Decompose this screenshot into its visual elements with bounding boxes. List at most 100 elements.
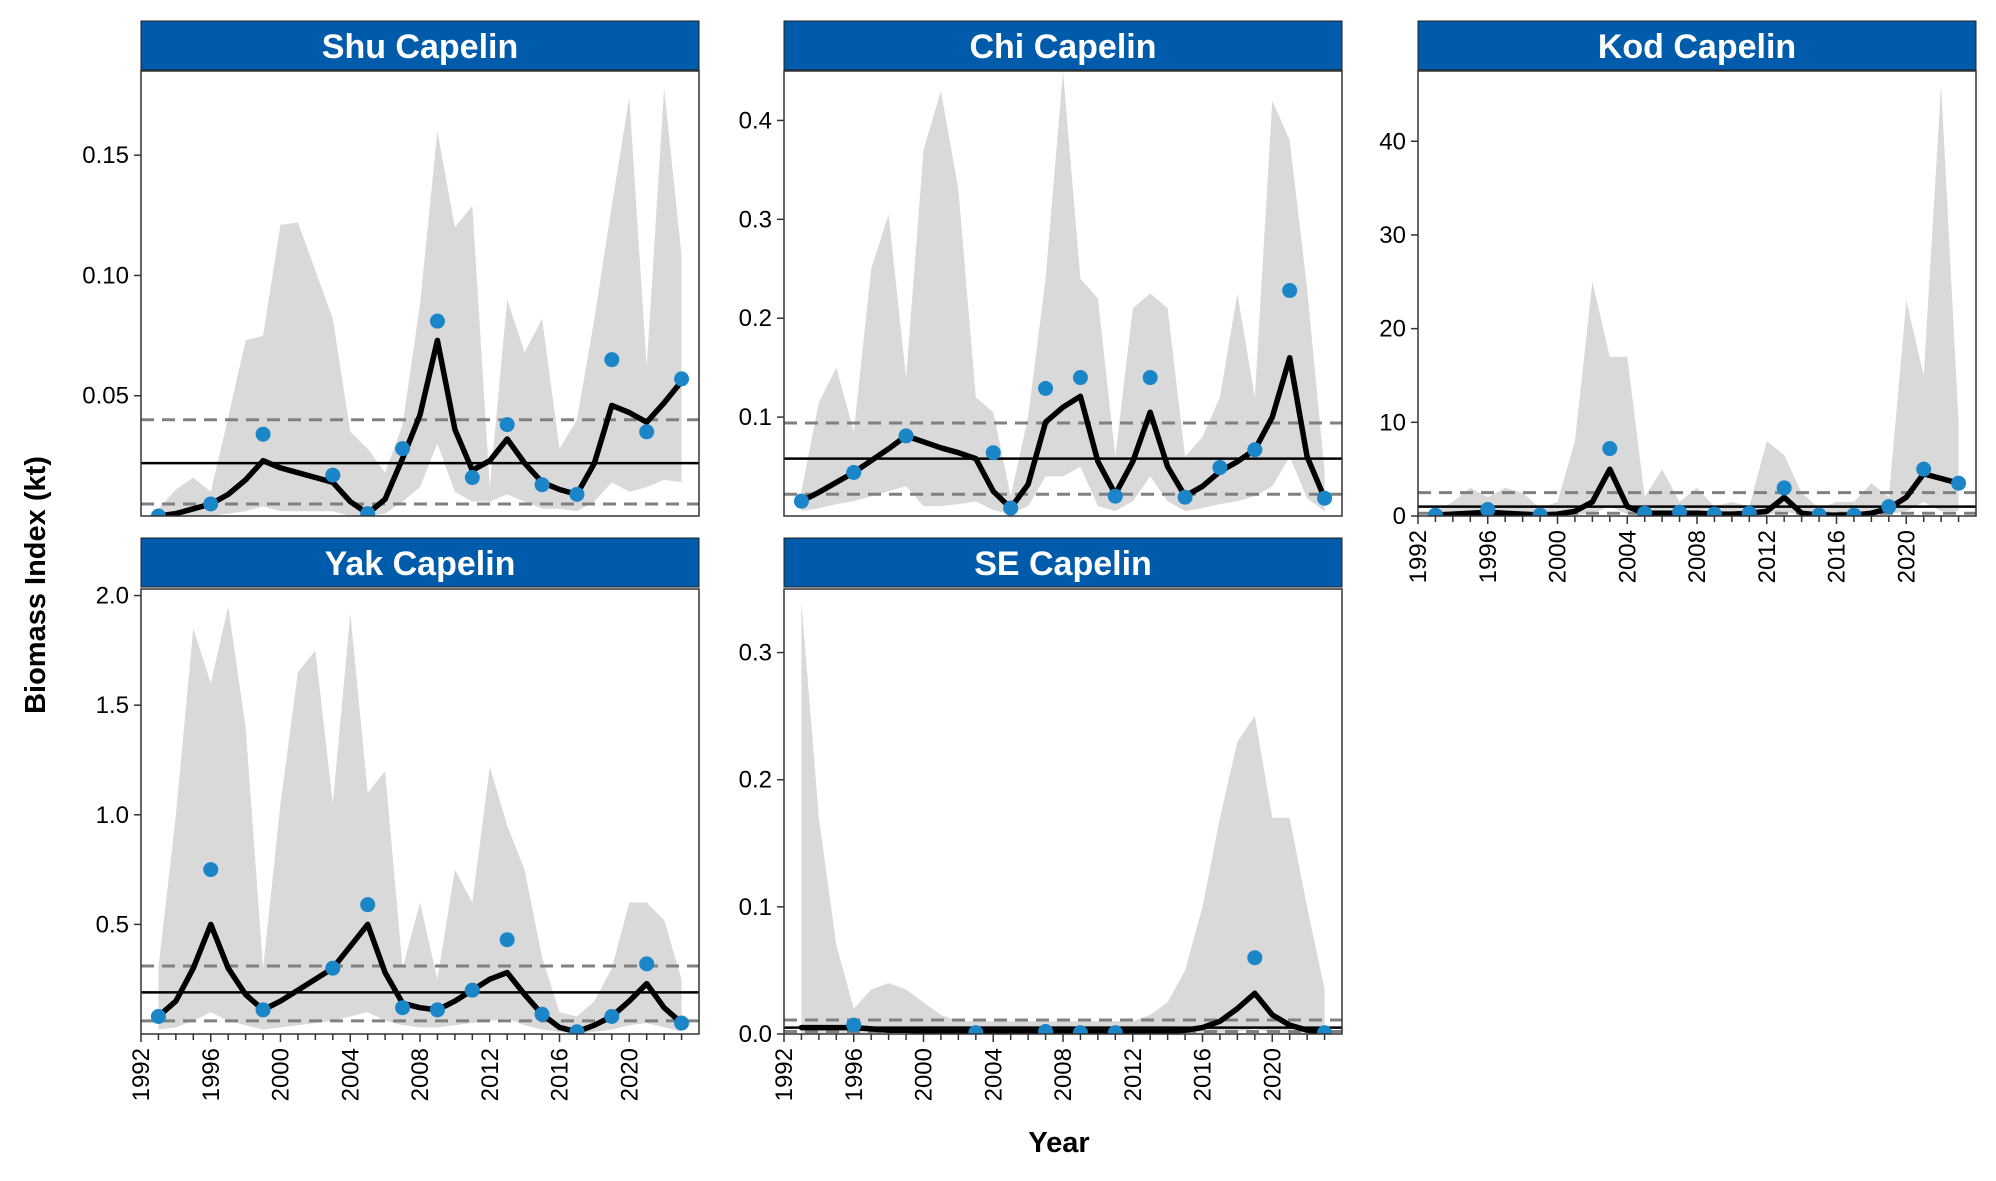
- chi-capelin-y-tick-label: 0.4: [739, 107, 772, 134]
- shu-capelin-strip-title: Shu Capelin: [322, 28, 518, 66]
- yak-capelin-observed-point: [203, 862, 219, 878]
- shu-capelin-observed-point: [150, 508, 166, 516]
- yak-capelin-strip: [140, 537, 700, 588]
- chi-capelin-observed-point: [1107, 488, 1123, 504]
- se-capelin-x-tick-label: 1996: [841, 1048, 868, 1101]
- kod-capelin-plot-area: [1418, 85, 1976, 516]
- chi-capelin-observed-point: [1177, 489, 1193, 505]
- yak-capelin-x-tick-label: 2020: [616, 1048, 643, 1101]
- se-capelin-panel: SE Capelin 0.0 0.1 0.2 0.3 1992 1996 2000 2004 20…: [739, 537, 1343, 1101]
- kod-capelin-observed-point: [1637, 505, 1653, 516]
- se-capelin-fit-line: [798, 990, 1328, 1034]
- kod-capelin-fit-line: [1432, 466, 1962, 516]
- shu-capelin-strip: [140, 20, 700, 71]
- se-capelin-observed-point: [1317, 1025, 1333, 1034]
- shu-capelin-observed-point: [360, 506, 376, 516]
- kod-capelin-x-tick-label: 2020: [1893, 530, 1920, 583]
- se-capelin-observed-point: [1072, 1025, 1088, 1034]
- chi-capelin-plot-area: [784, 71, 1342, 516]
- kod-capelin-y-tick-label: 10: [1379, 409, 1406, 436]
- kod-capelin-observed-point: [1706, 506, 1722, 516]
- kod-capelin-observed-point: [1532, 507, 1548, 516]
- chi-capelin-panel: Chi Capelin 0.1 0.2 0.3 0.4: [739, 20, 1343, 517]
- yak-capelin-observed-point: [360, 897, 376, 913]
- yak-capelin-observed-point: [325, 960, 341, 976]
- kod-capelin-x-tick-label: 2008: [1684, 530, 1711, 583]
- se-capelin-y-tick-label: 0.1: [739, 894, 772, 921]
- shu-capelin-observed-point: [604, 352, 620, 368]
- shu-capelin-panel-border: [140, 70, 700, 517]
- shu-capelin-observed-point: [674, 371, 690, 387]
- se-capelin-x-tick-label: 2012: [1120, 1048, 1147, 1101]
- kod-capelin-x-tick-label: 2012: [1754, 530, 1781, 583]
- yak-capelin-x-tick-label: 1992: [128, 1048, 155, 1101]
- kod-capelin-x-tick-label: 2016: [1824, 530, 1851, 583]
- yak-capelin-y-tick-label: 1.5: [96, 692, 129, 719]
- shu-capelin-fit-line: [155, 337, 685, 516]
- chi-capelin-observed-point: [985, 445, 1001, 461]
- kod-capelin-confidence-band: [1435, 85, 1959, 516]
- chi-capelin-observed-point: [898, 428, 914, 444]
- se-capelin-x-tick-label: 2016: [1190, 1048, 1217, 1101]
- yak-capelin-x-tick-label: 2004: [337, 1048, 364, 1101]
- yak-capelin-x-tick-label: 2008: [407, 1048, 434, 1101]
- yak-capelin-x-tick-label: 2012: [477, 1048, 504, 1101]
- shu-capelin-observed-point: [534, 477, 550, 493]
- yak-capelin-panel: Yak Capelin 0.5 1.0 1.5 2.0 1992 1996 2000 2004 2…: [96, 537, 700, 1101]
- yak-capelin-observed-point: [499, 932, 515, 948]
- yak-capelin-y-tick-label: 1.0: [96, 802, 129, 829]
- shu-capelin-y-tick-label: 0.10: [82, 262, 129, 289]
- kod-capelin-x-tick-label: 2004: [1614, 530, 1641, 583]
- se-capelin-plot-area: [784, 601, 1342, 1034]
- y-axis-title: Biomass Index (kt): [20, 456, 52, 714]
- kod-capelin-strip-title: Kod Capelin: [1598, 28, 1796, 66]
- chi-capelin-observed-point: [793, 493, 809, 509]
- kod-capelin-strip: [1417, 20, 1977, 71]
- yak-capelin-observed-point: [464, 982, 480, 998]
- shu-capelin-observed-point: [499, 417, 515, 433]
- chi-capelin-observed-point: [1038, 380, 1054, 396]
- se-capelin-strip-title: SE Capelin: [974, 545, 1152, 583]
- yak-capelin-observed-point: [255, 1002, 271, 1018]
- kod-capelin-panel: Kod Capelin 0 10 20 30 40 1992 1996 2000 2004 2008…: [1379, 20, 1977, 583]
- chi-capelin-observed-point: [1212, 460, 1228, 476]
- kod-capelin-observed-point: [1480, 501, 1496, 516]
- yak-capelin-observed-point: [395, 1000, 411, 1016]
- yak-capelin-plot-area: [141, 606, 699, 1034]
- yak-capelin-fit-line: [155, 921, 685, 1034]
- shu-capelin-panel: Shu Capelin 0.05 0.10 0.15: [82, 20, 700, 517]
- chi-capelin-strip-title: Chi Capelin: [969, 28, 1156, 66]
- se-capelin-observed-point: [846, 1017, 862, 1033]
- yak-capelin-x-tick-label: 2016: [547, 1048, 574, 1101]
- se-capelin-observed-point: [1038, 1023, 1054, 1034]
- kod-capelin-observed-point: [1741, 505, 1757, 516]
- kod-capelin-y-tick-label: 20: [1379, 316, 1406, 343]
- shu-capelin-confidence-band: [158, 87, 682, 516]
- shu-capelin-y-tick-label: 0.15: [82, 142, 129, 169]
- yak-capelin-observed-point: [429, 1002, 445, 1018]
- shu-capelin-observed-point: [203, 496, 219, 512]
- se-capelin-x-tick-label: 2008: [1050, 1048, 1077, 1101]
- se-capelin-observed-point: [1107, 1025, 1123, 1034]
- kod-capelin-observed-point: [1672, 504, 1688, 516]
- kod-capelin-x-tick-label: 1992: [1405, 530, 1432, 583]
- se-capelin-y-tick-label: 0.0: [739, 1021, 772, 1048]
- chi-capelin-fit-line: [798, 355, 1328, 511]
- yak-capelin-x-tick-label: 2000: [268, 1048, 295, 1101]
- shu-capelin-observed-point: [464, 470, 480, 486]
- se-capelin-observed-point: [968, 1025, 984, 1034]
- kod-capelin-x-tick-label: 1996: [1475, 530, 1502, 583]
- chi-capelin-strip: [783, 20, 1343, 71]
- se-capelin-strip: [783, 537, 1343, 588]
- shu-capelin-observed-point: [325, 467, 341, 483]
- yak-capelin-observed-point: [674, 1015, 690, 1031]
- chi-capelin-y-tick-label: 0.3: [739, 206, 772, 233]
- kod-capelin-y-tick-label: 0: [1393, 503, 1406, 530]
- se-capelin-x-tick-label: 2020: [1259, 1048, 1286, 1101]
- se-capelin-x-tick-label: 1992: [771, 1048, 798, 1101]
- chi-capelin-observed-point: [1282, 283, 1298, 299]
- chi-capelin-confidence-band: [801, 71, 1325, 514]
- kod-capelin-y-tick-label: 40: [1379, 128, 1406, 155]
